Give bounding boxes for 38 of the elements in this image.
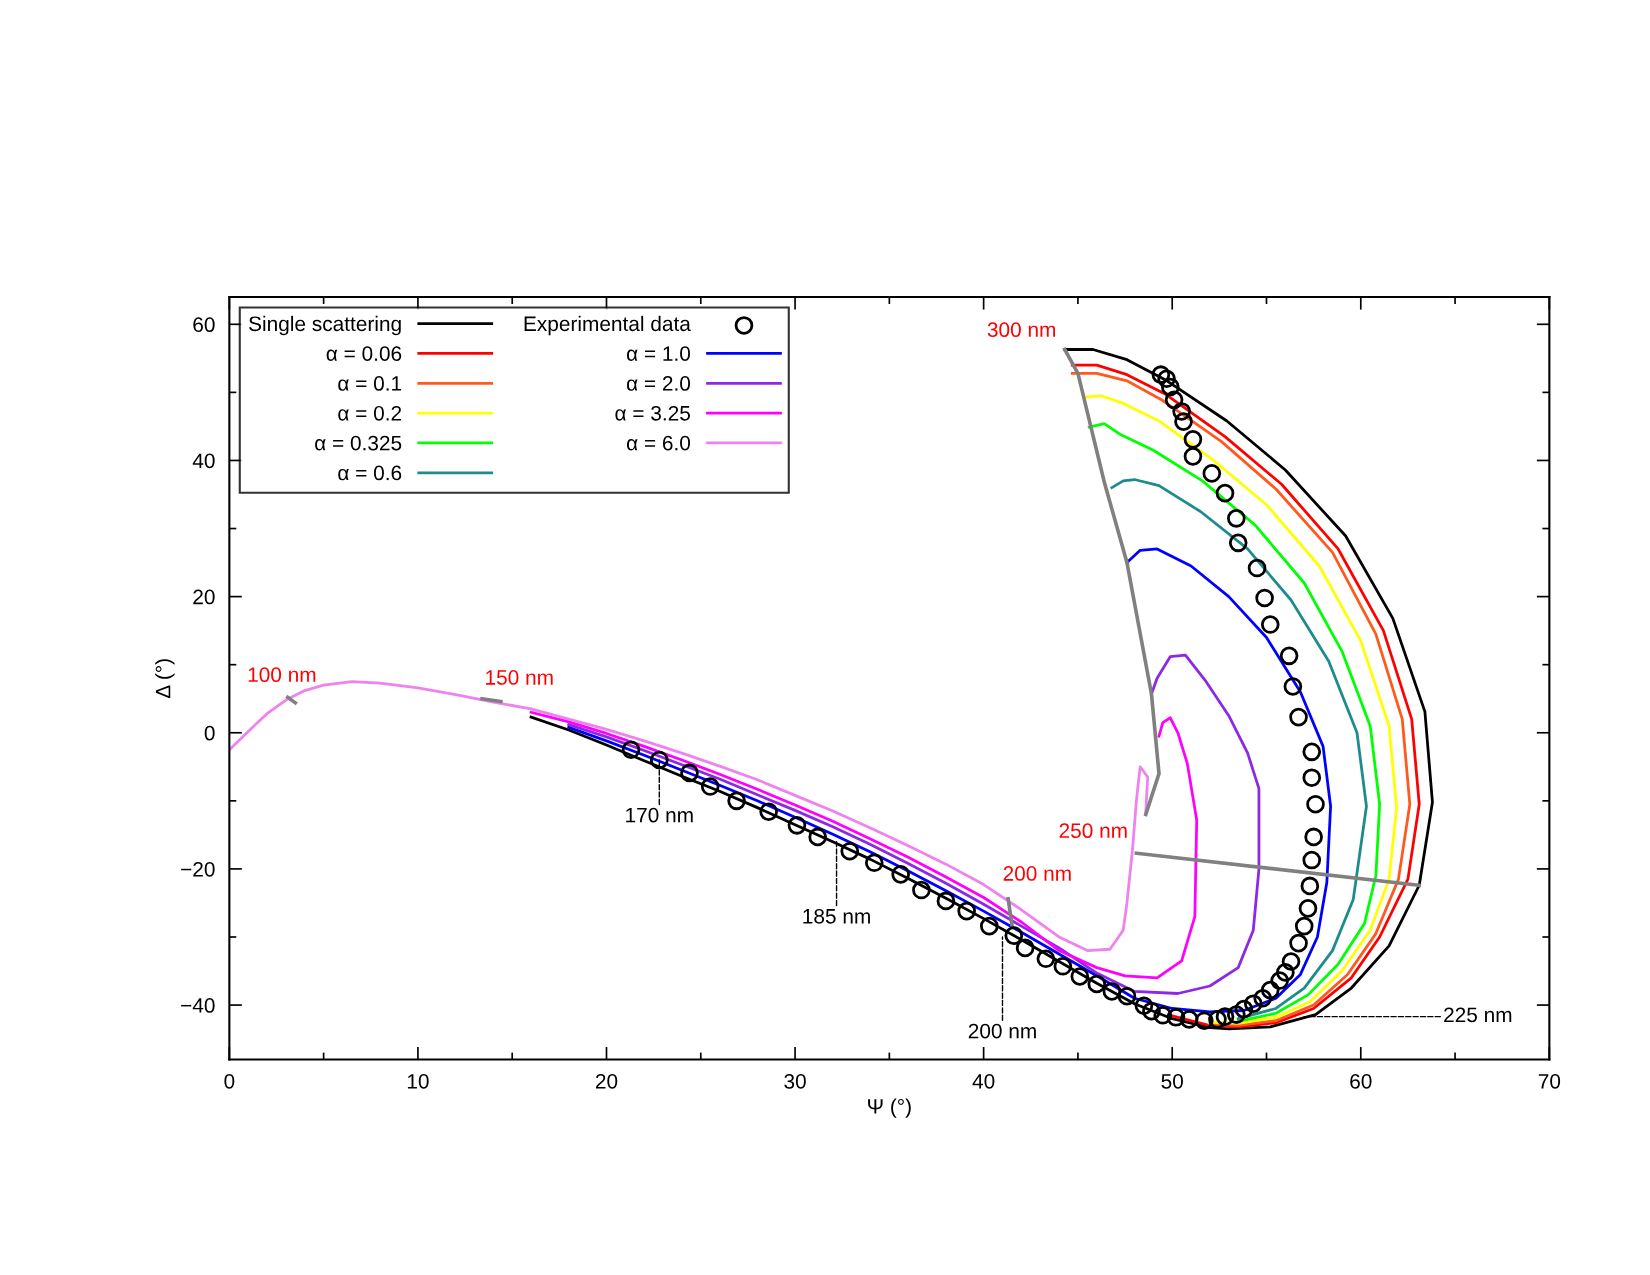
x-tick-label: 50 <box>1161 1073 1183 1089</box>
y-tick-label: 40 <box>192 453 215 469</box>
annotation: 200 nm <box>968 1023 1036 1039</box>
legend-label: α = 2.0 <box>626 376 691 391</box>
annotation: 100 nm <box>248 667 316 683</box>
legend-label: α = 6.0 <box>626 435 691 451</box>
x-tick-label: 20 <box>595 1073 618 1089</box>
legend-label: α = 0.06 <box>326 346 402 361</box>
legend-label: Single scattering <box>249 315 401 336</box>
annotation: 185 nm <box>803 908 870 924</box>
annotation: 225 nm <box>1444 1007 1512 1023</box>
annotation: 170 nm <box>626 807 693 823</box>
line-series <box>1062 347 1161 817</box>
x-axis-title: Ψ (°) <box>868 1098 911 1118</box>
y-tick-label: −20 <box>181 861 215 877</box>
x-tick-label: 70 <box>1538 1073 1561 1089</box>
y-tick-label: 20 <box>193 589 215 605</box>
legend-label: α = 0.1 <box>338 376 402 391</box>
x-tick-label: 40 <box>972 1073 995 1089</box>
legend-label: α = 0.325 <box>315 435 402 451</box>
annotation: 150 nm <box>486 670 553 685</box>
annotation: 200 nm <box>1003 866 1071 881</box>
x-tick-label: 60 <box>1350 1073 1372 1089</box>
legend-label: α = 0.6 <box>338 465 402 481</box>
legend-label: α = 3.25 <box>615 405 690 421</box>
x-tick-label: 10 <box>407 1073 429 1089</box>
annotation: 300 nm <box>987 322 1056 338</box>
y-axis-title: Δ (°) <box>155 659 175 699</box>
y-tick-label: 0 <box>204 725 215 741</box>
annotation: 250 nm <box>1059 823 1127 839</box>
y-tick-label: −40 <box>181 998 215 1013</box>
x-tick-label: 0 <box>224 1073 235 1089</box>
legend-label: α = 1.0 <box>626 346 691 361</box>
x-tick-label: 30 <box>784 1073 806 1089</box>
legend-label: Experimental data <box>524 315 691 336</box>
y-tick-label: 60 <box>193 317 215 333</box>
line-series <box>529 710 1199 980</box>
legend-label: α = 0.2 <box>338 405 402 421</box>
